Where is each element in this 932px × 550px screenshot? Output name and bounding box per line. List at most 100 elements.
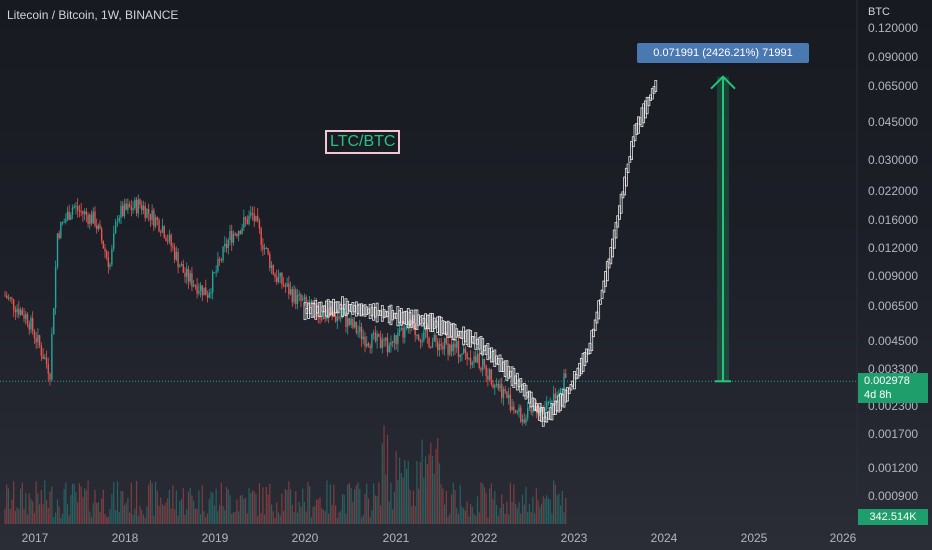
candle-body <box>263 247 266 250</box>
volume-bar <box>345 513 347 524</box>
volume-bar <box>236 499 238 524</box>
candle-body <box>194 284 197 286</box>
volume-bar <box>129 512 131 524</box>
candle-body <box>205 287 207 296</box>
projection-bar <box>637 116 640 134</box>
volume-bar <box>25 493 27 524</box>
volume-bar <box>51 486 53 524</box>
volume-bar <box>504 513 506 524</box>
candle-body <box>442 345 444 350</box>
volume-bar <box>205 517 207 524</box>
volume-bar <box>80 486 82 524</box>
volume-bar <box>232 512 235 524</box>
volume-bar <box>381 443 383 524</box>
volume-bar <box>333 484 335 524</box>
volume-bar <box>331 504 333 524</box>
volume-bar <box>127 497 129 524</box>
volume-bar <box>116 481 119 524</box>
candle-body <box>348 318 351 325</box>
candle-body <box>554 393 557 399</box>
volume-bar <box>540 503 543 524</box>
candle-body <box>210 292 212 294</box>
candle-body <box>523 419 525 423</box>
projection-bar <box>626 163 630 173</box>
candle-body <box>521 419 524 422</box>
volume-bar <box>264 514 266 524</box>
candle-body <box>393 335 396 343</box>
candle-body <box>51 334 53 380</box>
candle-body <box>378 333 380 337</box>
volume-bar <box>399 457 401 524</box>
volume-bar <box>156 491 158 524</box>
candle-body <box>362 336 364 340</box>
volume-bar <box>61 513 64 524</box>
volume-bar <box>452 482 454 524</box>
candle-body <box>239 231 242 234</box>
volume-bar <box>303 501 306 524</box>
measure-label: 0.071991 (2426.21%) 71991 <box>637 43 809 63</box>
candle-body <box>73 207 75 209</box>
volume-bar <box>262 487 264 524</box>
candle-body <box>506 391 508 399</box>
candle-body <box>211 272 214 293</box>
volume-bar <box>85 490 87 524</box>
projection-bar <box>592 328 595 338</box>
volume-bar <box>461 506 463 524</box>
volume-bar <box>549 499 551 524</box>
candle-body <box>520 407 522 422</box>
volume-bar <box>328 513 330 524</box>
candle-body <box>469 357 472 365</box>
candle-body <box>60 222 62 238</box>
volume-bar <box>392 509 394 524</box>
volume-bar <box>366 483 368 524</box>
projection-bar <box>598 299 602 305</box>
candle-body <box>279 272 281 277</box>
candle-body <box>139 199 141 205</box>
volume-bar <box>283 510 285 524</box>
volume-bar <box>182 488 184 524</box>
volume-bar <box>28 493 30 524</box>
candle-body <box>94 211 96 226</box>
volume-bar <box>49 491 51 524</box>
projection-bar <box>612 229 616 249</box>
volume-bar <box>203 511 205 524</box>
candle-body <box>251 212 254 214</box>
volume-bar <box>239 495 241 524</box>
volume-bar <box>430 442 432 524</box>
volume-bar <box>220 482 222 524</box>
volume-bar <box>390 482 392 524</box>
candle-body <box>128 204 131 208</box>
volume-bar <box>317 499 319 524</box>
candle-body <box>149 213 152 221</box>
volume-bar <box>561 490 563 524</box>
volume-bar <box>158 505 160 524</box>
volume-bar <box>338 512 340 524</box>
volume-bar <box>307 482 309 524</box>
candle-body <box>289 289 292 295</box>
volume-bar <box>269 483 271 524</box>
candle-body <box>461 353 463 355</box>
candle-body <box>44 357 46 359</box>
candle-body <box>385 337 387 341</box>
volume-bar <box>494 491 496 524</box>
volume-bar <box>509 482 511 524</box>
candle-body <box>89 214 91 224</box>
candle-body <box>445 338 448 344</box>
candle-body <box>400 327 403 330</box>
volume-bar <box>523 504 525 524</box>
candle-body <box>473 356 475 363</box>
candle-body <box>329 312 332 316</box>
candle-body <box>70 214 72 220</box>
candle-body <box>501 384 503 398</box>
volume-bar <box>490 483 492 524</box>
candle-body <box>54 267 57 309</box>
candle-body <box>513 406 515 411</box>
volume-bar <box>514 503 517 524</box>
projection-bar <box>616 215 620 228</box>
candle-body <box>83 211 86 215</box>
projection-bar <box>631 136 635 148</box>
y-tick: 0.045000 <box>868 115 919 129</box>
volume-bar <box>56 499 59 524</box>
